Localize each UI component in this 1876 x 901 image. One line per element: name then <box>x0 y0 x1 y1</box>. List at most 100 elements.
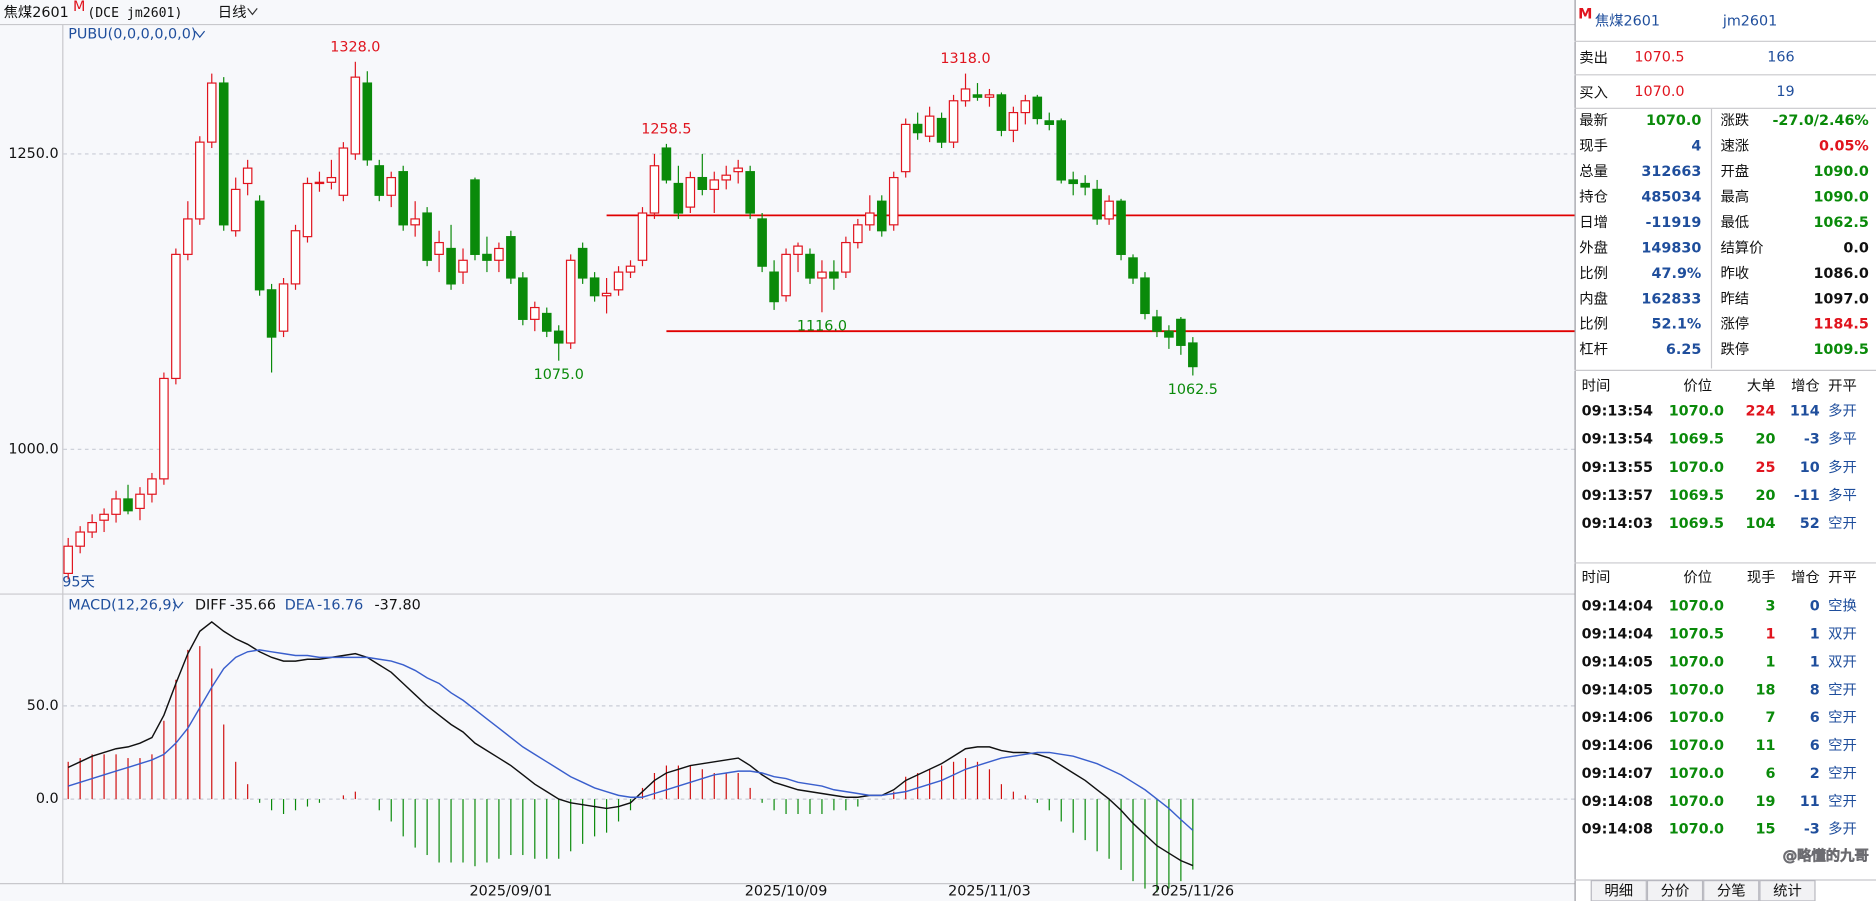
column-header: 现手 <box>1747 569 1776 586</box>
candle-body <box>242 167 253 185</box>
chart-background <box>0 0 1575 901</box>
stat-value: 0.05% <box>1819 138 1869 154</box>
table-cell: 3 <box>1766 599 1776 615</box>
candle-body <box>829 271 839 279</box>
candle-body <box>230 188 241 232</box>
candle-body <box>912 123 923 134</box>
column-header: 时间 <box>1582 569 1611 586</box>
candle-body <box>924 115 935 137</box>
table-cell: 09:13:54 <box>1582 432 1653 448</box>
exchange-code[interactable]: (DCE jm2601) <box>87 6 182 21</box>
table-cell: 09:14:05 <box>1582 654 1653 670</box>
candle-body <box>589 277 600 297</box>
candle-body <box>805 253 815 279</box>
flag: M <box>73 0 85 15</box>
stat-label: 昨收 <box>1720 265 1749 282</box>
stat-label: 比例 <box>1579 316 1608 333</box>
candle-body <box>709 179 720 190</box>
stat-value: 52.1% <box>1652 317 1702 333</box>
candle-body <box>374 165 385 196</box>
stat-value: 1070.0 <box>1646 113 1701 129</box>
table-cell: 空开 <box>1828 681 1857 698</box>
chevron[interactable] <box>247 8 258 16</box>
candle-body <box>565 259 576 344</box>
table-cell: 09:14:04 <box>1582 599 1653 615</box>
table-cell: 1070.0 <box>1669 794 1724 810</box>
tab-label[interactable]: 分价 <box>1661 882 1690 899</box>
price-annotation: 1258.5 <box>641 122 691 138</box>
candle-body <box>1128 257 1138 279</box>
y-tick-label: 50.0 <box>27 698 59 714</box>
tab-label[interactable]: 统计 <box>1773 882 1802 899</box>
dea-value: -16.76 <box>317 597 363 613</box>
price-annotation: 1062.5 <box>1168 382 1218 398</box>
candle-body <box>721 174 732 181</box>
candle-body <box>530 306 540 320</box>
table-cell: 11 <box>1756 738 1776 754</box>
table-cell: 18 <box>1756 682 1776 698</box>
ask-volume: 166 <box>1767 49 1794 65</box>
table-cell: 1070.0 <box>1669 404 1724 420</box>
table-cell: 1070.0 <box>1669 710 1724 726</box>
candle-body <box>266 289 277 338</box>
bid-label: 买入 <box>1579 84 1608 101</box>
candle-body <box>482 253 492 261</box>
macd-title[interactable]: MACD(12,26,9) <box>68 597 177 613</box>
chevron[interactable] <box>194 30 206 39</box>
table-cell: 1 <box>1810 627 1820 643</box>
stat-label: 持仓 <box>1579 188 1608 205</box>
tab-label[interactable]: 分笔 <box>1717 882 1746 899</box>
candle-body <box>757 218 767 267</box>
stat-value: 1090.0 <box>1813 164 1868 180</box>
candle-body <box>446 247 456 285</box>
candle-body <box>434 241 444 255</box>
stat-label: 结算价 <box>1720 239 1763 256</box>
table-cell: 09:14:04 <box>1582 627 1653 643</box>
table-cell: 多开 <box>1828 821 1857 838</box>
diff-value: -35.66 <box>230 597 276 613</box>
period[interactable]: 日线 <box>218 4 247 21</box>
candle-body <box>637 212 648 261</box>
price-annotation: 1328.0 <box>330 39 380 55</box>
candle-body <box>1068 179 1078 185</box>
stat-value: 149830 <box>1641 240 1701 256</box>
candle-body <box>1080 182 1090 188</box>
y-tick-label: 1000.0 <box>8 441 58 457</box>
candle-body <box>936 117 947 143</box>
candle-body <box>793 245 803 255</box>
stat-value: 1184.5 <box>1813 317 1868 333</box>
table-cell: 1069.5 <box>1669 488 1724 504</box>
chevron[interactable] <box>173 601 184 609</box>
candle-body <box>960 88 971 102</box>
stat-value: 1097.0 <box>1813 291 1868 307</box>
stat-value: 4 <box>1691 138 1701 154</box>
candle-body <box>386 176 397 196</box>
candle-body <box>1044 120 1055 126</box>
candle-body <box>123 498 133 512</box>
quote-panel: M 焦煤2601 jm2601 卖出 1070.5 166 买入 1070.0 … <box>1574 6 1876 901</box>
table-cell: 0 <box>1810 599 1820 615</box>
candle-body <box>302 182 313 238</box>
indicator-name[interactable]: PUBU(0,0,0,0,0,0) <box>68 27 196 43</box>
table-cell: 1070.5 <box>1669 627 1724 643</box>
candle-body <box>218 82 229 226</box>
candle-body <box>769 271 779 303</box>
table-cell: 双开 <box>1828 626 1857 643</box>
stat-label: 比例 <box>1579 265 1608 282</box>
table-cell: 09:13:57 <box>1582 488 1653 504</box>
table-cell: 15 <box>1756 822 1776 838</box>
y-tick-label: 0.0 <box>36 791 59 807</box>
diff-line <box>67 621 1194 867</box>
candle-body <box>1032 96 1043 120</box>
table-cell: 09:14:07 <box>1582 766 1653 782</box>
column-header: 开平 <box>1828 378 1857 394</box>
stat-label: 最新 <box>1579 112 1608 129</box>
candle-body <box>1164 330 1174 338</box>
price-annotation: 1116.0 <box>797 319 847 335</box>
candle-body <box>1140 277 1150 315</box>
tab-label[interactable]: 明细 <box>1604 882 1633 899</box>
bid-volume: 19 <box>1776 84 1794 100</box>
stat-label: 总量 <box>1579 163 1608 180</box>
candle-body <box>613 271 624 291</box>
